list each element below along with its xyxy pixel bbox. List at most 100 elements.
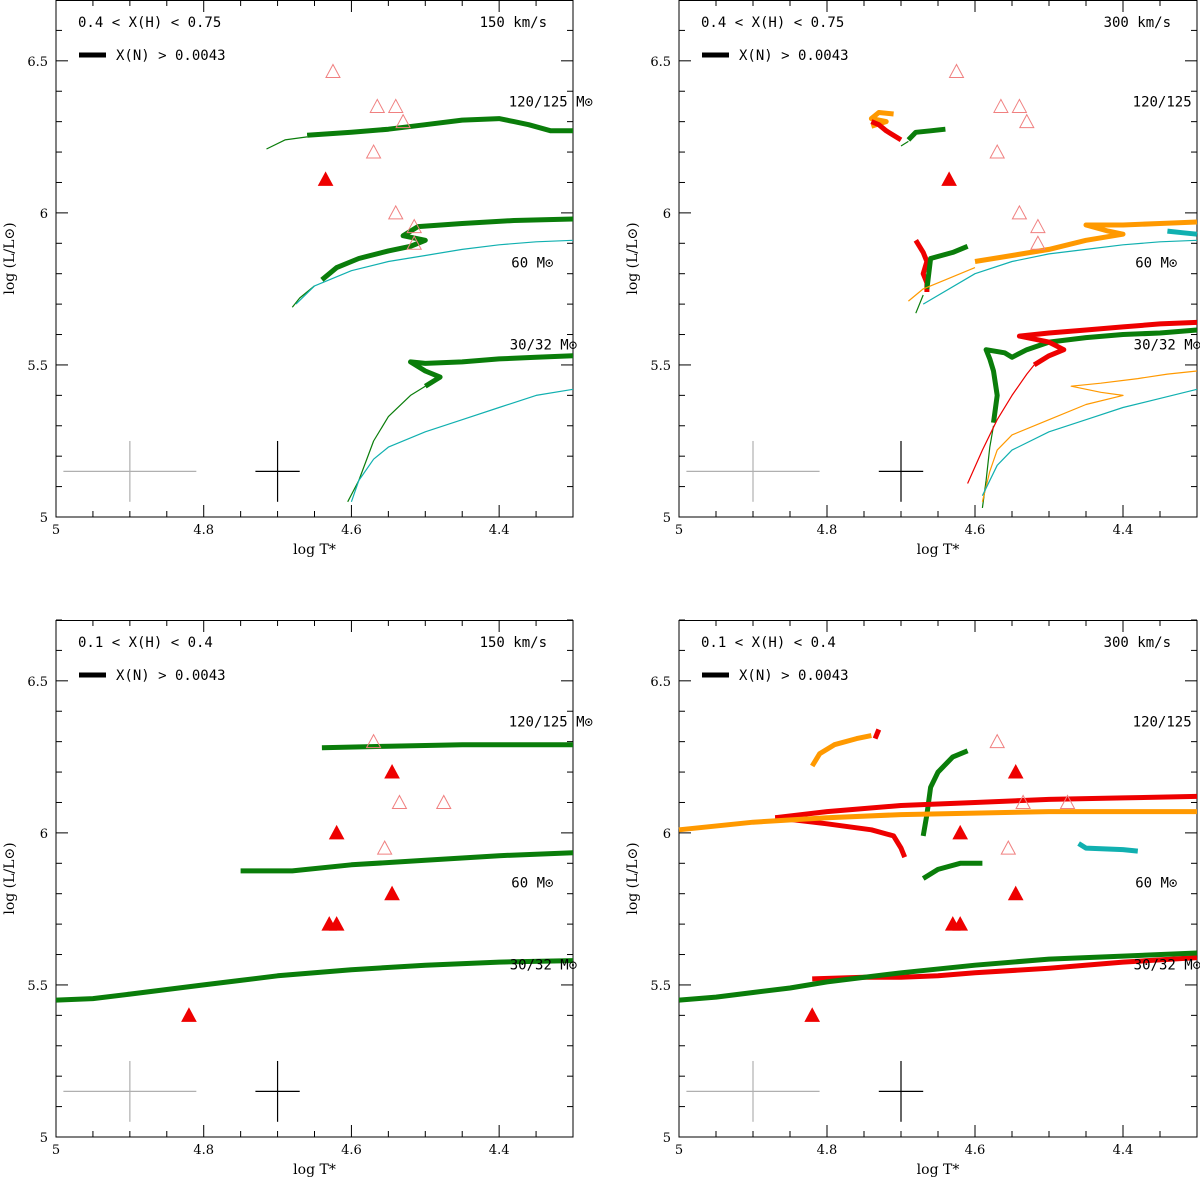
track-120-green-thick: [906, 126, 946, 142]
observed-star-open: [365, 733, 382, 749]
track-120-orange: [810, 733, 872, 768]
observed-star-open: [395, 113, 411, 129]
track-60-green-thick: [924, 243, 969, 290]
track-60-green: [921, 860, 983, 881]
x-tick-label: 5: [675, 1143, 683, 1158]
observed-star-filled: [1007, 885, 1024, 901]
observed-star-open: [1030, 235, 1046, 250]
y-tick-label: 6: [663, 827, 671, 842]
x-axis-label: log T*: [293, 542, 336, 558]
track-30-cyan: [350, 388, 574, 502]
track-120-green: [920, 748, 969, 837]
x-tick-label: 4.6: [341, 523, 362, 538]
mass-label: 60 M⊙: [1135, 256, 1178, 272]
observed-star-open: [1000, 840, 1017, 855]
track-60-green-thick: [320, 216, 574, 282]
y-tick-label: 5: [663, 511, 671, 526]
rotation-label: 150 km/s: [480, 15, 547, 31]
track-60-green-thin: [915, 294, 924, 314]
plot-frame: [55, 620, 574, 1138]
plot-frame: [55, 0, 574, 518]
observed-star-filled: [952, 916, 969, 931]
observed-star-open: [948, 63, 965, 78]
observed-star-filled: [384, 764, 400, 779]
mass-label: 30/32 M⊙: [1134, 958, 1200, 974]
track-120-red: [870, 119, 903, 143]
mass-label: 30/32 M⊙: [510, 338, 578, 354]
hydrogen-range-label: 0.1 < X(H) < 0.4: [78, 635, 213, 651]
observed-star-filled: [328, 824, 345, 840]
observed-star-filled: [804, 1007, 821, 1022]
track-30-red-thin: [967, 364, 1035, 484]
track-30-cyan-thin: [981, 388, 1198, 496]
legend-label: X(N) > 0.0043: [116, 668, 226, 684]
track-60-orange-thin: [908, 267, 976, 302]
track-extended-orange: [678, 809, 1197, 833]
observed-star-filled: [317, 171, 334, 186]
track-60-cyan-thick: [1167, 228, 1198, 237]
y-tick-label: 6: [40, 827, 48, 842]
x-tick-label: 4.4: [489, 523, 510, 538]
observed-star-open: [325, 63, 341, 78]
mass-label: 120/125 M⊙: [509, 94, 594, 110]
track-120-green-thin: [266, 136, 308, 150]
track-60-cyan-thin: [922, 239, 1198, 305]
observed-star-open: [1011, 98, 1028, 113]
x-tick-label: 4.4: [1113, 523, 1134, 538]
observed-star-open: [369, 98, 386, 113]
track-120-green-thin: [900, 140, 909, 147]
x-axis-label: log T*: [293, 1162, 336, 1178]
hydrogen-range-label: 0.4 < X(H) < 0.75: [701, 15, 844, 31]
observed-star-filled: [384, 885, 400, 901]
hydrogen-range-label: 0.1 < X(H) < 0.4: [701, 635, 836, 651]
track-120-red: [872, 728, 882, 740]
track-30-green-thin: [347, 385, 426, 503]
x-tick-label: 4.6: [965, 523, 986, 538]
track-60-cyan: [295, 239, 574, 305]
mass-label: 60 M⊙: [1135, 876, 1178, 892]
plot-frame: [678, 620, 1198, 1138]
track-60-cyan: [1077, 841, 1139, 854]
observed-star-open: [989, 144, 1006, 159]
hydrogen-range-label: 0.4 < X(H) < 0.75: [78, 15, 221, 31]
observed-star-filled: [952, 824, 969, 840]
observed-star-filled: [181, 1007, 197, 1022]
x-tick-label: 4.6: [341, 1143, 362, 1158]
rotation-label: 300 km/s: [1104, 15, 1171, 31]
observed-star-open: [376, 840, 393, 855]
observed-star-filled: [328, 916, 345, 931]
mass-label: 30/32 M⊙: [510, 958, 578, 974]
observed-star-filled: [941, 171, 957, 186]
observed-star-open: [993, 98, 1009, 113]
y-axis-label: log (L/L⊙): [625, 222, 641, 294]
mass-label: 60 M⊙: [511, 256, 554, 272]
track-30-green: [55, 958, 574, 1003]
track-extended-red-upper: [774, 793, 1198, 821]
observed-star-open: [1011, 204, 1028, 220]
track-extended-red-lower: [774, 815, 908, 859]
y-tick-label: 6: [663, 207, 671, 222]
rotation-label: 150 km/s: [480, 635, 547, 651]
observed-star-open: [406, 235, 423, 250]
x-axis-label: log T*: [917, 1162, 960, 1178]
legend-label: X(N) > 0.0043: [739, 668, 849, 684]
x-tick-label: 4.4: [1113, 1143, 1134, 1158]
y-tick-label: 5: [40, 1131, 48, 1146]
legend-label: X(N) > 0.0043: [116, 48, 226, 64]
legend-label: X(N) > 0.0043: [739, 48, 849, 64]
x-tick-label: 4.8: [193, 523, 214, 538]
observed-star-open: [387, 98, 404, 113]
rotation-label: 300 km/s: [1104, 635, 1171, 651]
panel-top-left: 5 4.8 4.6 4.4 5 5.5 6 6.5 log T* log (L/L⊙) 0.4 < …: [2, 0, 594, 558]
track-30-green-thick: [983, 327, 1198, 424]
y-tick-label: 6: [40, 207, 48, 222]
track-30-green: [678, 950, 1198, 1003]
track-30-green-thick: [408, 353, 574, 389]
y-tick-label: 5: [663, 1131, 671, 1146]
y-tick-label: 5.5: [650, 979, 671, 994]
track-60-orange-thick: [974, 219, 1198, 264]
observed-star-open: [1015, 794, 1031, 809]
y-axis-label: log (L/L⊙): [625, 842, 641, 914]
mass-label: 120/125 M⊙: [1133, 94, 1200, 110]
mass-label: 120/125 M⊙: [509, 714, 594, 730]
